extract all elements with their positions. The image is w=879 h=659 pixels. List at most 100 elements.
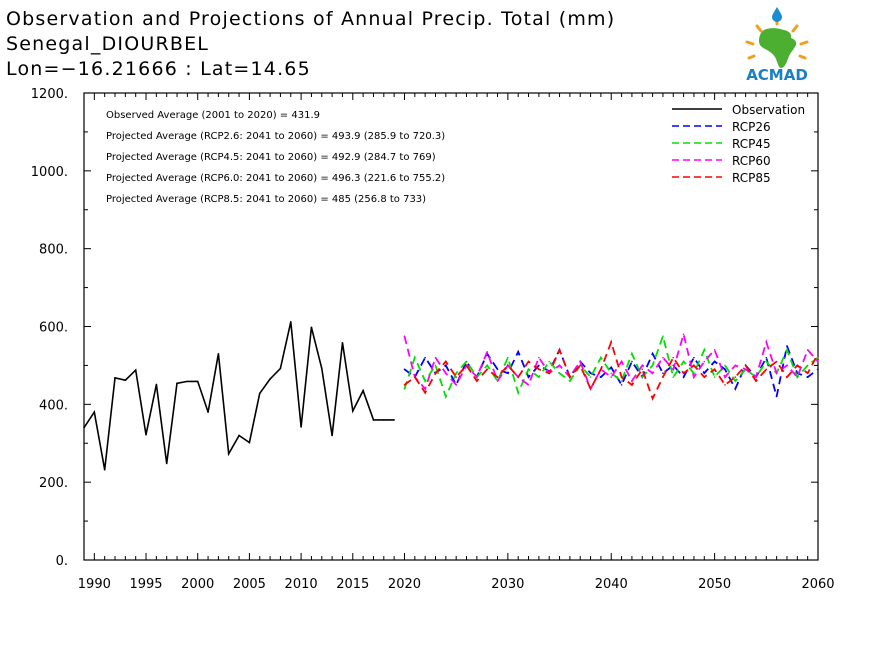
x-tick-label: 2060 — [801, 577, 834, 592]
annotation-line: Projected Average (RCP8.5: 2041 to 2060)… — [106, 194, 426, 205]
data-point — [755, 376, 757, 378]
data-point — [517, 350, 519, 353]
legend-label: RCP26 — [732, 120, 771, 134]
data-point — [165, 462, 168, 465]
data-point — [538, 376, 540, 378]
x-tick-label: 2030 — [491, 577, 524, 592]
data-point — [786, 349, 788, 351]
data-point — [713, 368, 716, 371]
data-point — [486, 368, 488, 371]
data-point — [538, 356, 540, 359]
data-point — [331, 434, 333, 437]
data-point — [755, 380, 757, 382]
annotation-line: Projected Average (RCP4.5: 2041 to 2060)… — [106, 152, 436, 163]
data-point — [496, 380, 499, 382]
y-tick-label: 1200. — [31, 87, 68, 102]
data-point — [765, 341, 768, 343]
plot-frame — [83, 92, 819, 561]
annotation-line: Observed Average (2001 to 2020) = 431.9 — [106, 110, 320, 121]
data-point — [806, 372, 809, 375]
data-point — [631, 384, 633, 386]
data-point — [114, 377, 116, 379]
data-point — [682, 333, 685, 336]
x-tick-label: 2015 — [336, 577, 369, 592]
data-point — [558, 372, 561, 375]
data-point — [786, 345, 788, 347]
data-point — [765, 368, 768, 371]
data-point — [455, 384, 457, 386]
data-point — [372, 419, 375, 421]
data-point — [610, 341, 613, 343]
data-point — [486, 350, 488, 353]
data-point — [258, 392, 261, 395]
axes: 0. 200. 400. 600. 800. 1000. 1200. 1990 1995 2000… — [31, 87, 835, 592]
data-point — [289, 321, 292, 323]
data-point — [620, 376, 623, 378]
water-drop-icon — [772, 7, 782, 22]
data-point — [786, 376, 788, 378]
data-point — [341, 342, 344, 344]
y-tick-label: 200. — [39, 476, 68, 491]
data-point — [362, 389, 364, 392]
data-point — [414, 356, 416, 359]
data-point — [620, 380, 623, 382]
coordinates-label: Lon=−16.21666 : Lat=14.65 — [6, 58, 311, 80]
data-point — [476, 380, 478, 382]
data-point — [734, 380, 737, 382]
data-point — [434, 356, 437, 359]
data-point — [620, 360, 623, 363]
data-point — [279, 367, 282, 370]
annotation-line: Projected Average (RCP6.0: 2041 to 2060)… — [106, 173, 445, 184]
data-point — [124, 379, 127, 382]
data-point — [424, 380, 426, 382]
data-point — [445, 364, 447, 367]
data-point — [145, 433, 147, 436]
data-point — [662, 372, 664, 375]
data-point — [527, 384, 530, 386]
data-point — [713, 360, 716, 363]
data-point — [631, 360, 633, 363]
data-point — [631, 352, 633, 355]
data-point — [641, 368, 644, 371]
legend-label: RCP60 — [732, 154, 771, 168]
x-tick-label: 1995 — [129, 577, 162, 592]
data-point — [775, 395, 778, 398]
data-point — [351, 410, 354, 412]
data-point — [486, 364, 488, 367]
data-point — [186, 380, 189, 383]
data-point — [724, 376, 726, 378]
data-point — [775, 360, 778, 363]
africa-shape — [759, 28, 797, 69]
y-tick-label: 1000. — [31, 165, 68, 180]
data-point — [569, 376, 571, 378]
data-point — [455, 376, 457, 378]
data-point — [651, 397, 654, 400]
data-point — [817, 356, 819, 359]
chart-title: Observation and Projections of Annual Pr… — [6, 8, 616, 30]
data-point — [589, 376, 592, 378]
data-point — [465, 360, 468, 363]
data-point — [196, 380, 199, 383]
data-point — [320, 367, 323, 370]
data-point — [682, 360, 685, 363]
annotations: Observed Average (2001 to 2020) = 431.9 P… — [106, 110, 445, 205]
data-point — [248, 441, 251, 444]
x-tick-label: 2005 — [233, 577, 266, 592]
data-point — [662, 356, 664, 359]
data-point — [724, 384, 726, 386]
x-tick-label: 2020 — [388, 577, 421, 592]
data-point — [703, 372, 706, 375]
data-point — [600, 368, 602, 371]
data-point — [383, 419, 385, 421]
data-point — [83, 426, 85, 429]
data-point — [765, 356, 768, 359]
data-point — [269, 378, 271, 380]
data-point — [93, 411, 96, 413]
data-point — [558, 364, 561, 367]
data-point — [569, 380, 571, 382]
data-point — [507, 356, 509, 359]
data-point — [817, 368, 819, 371]
data-point — [507, 364, 509, 367]
data-point — [765, 360, 768, 363]
data-point — [403, 368, 406, 371]
